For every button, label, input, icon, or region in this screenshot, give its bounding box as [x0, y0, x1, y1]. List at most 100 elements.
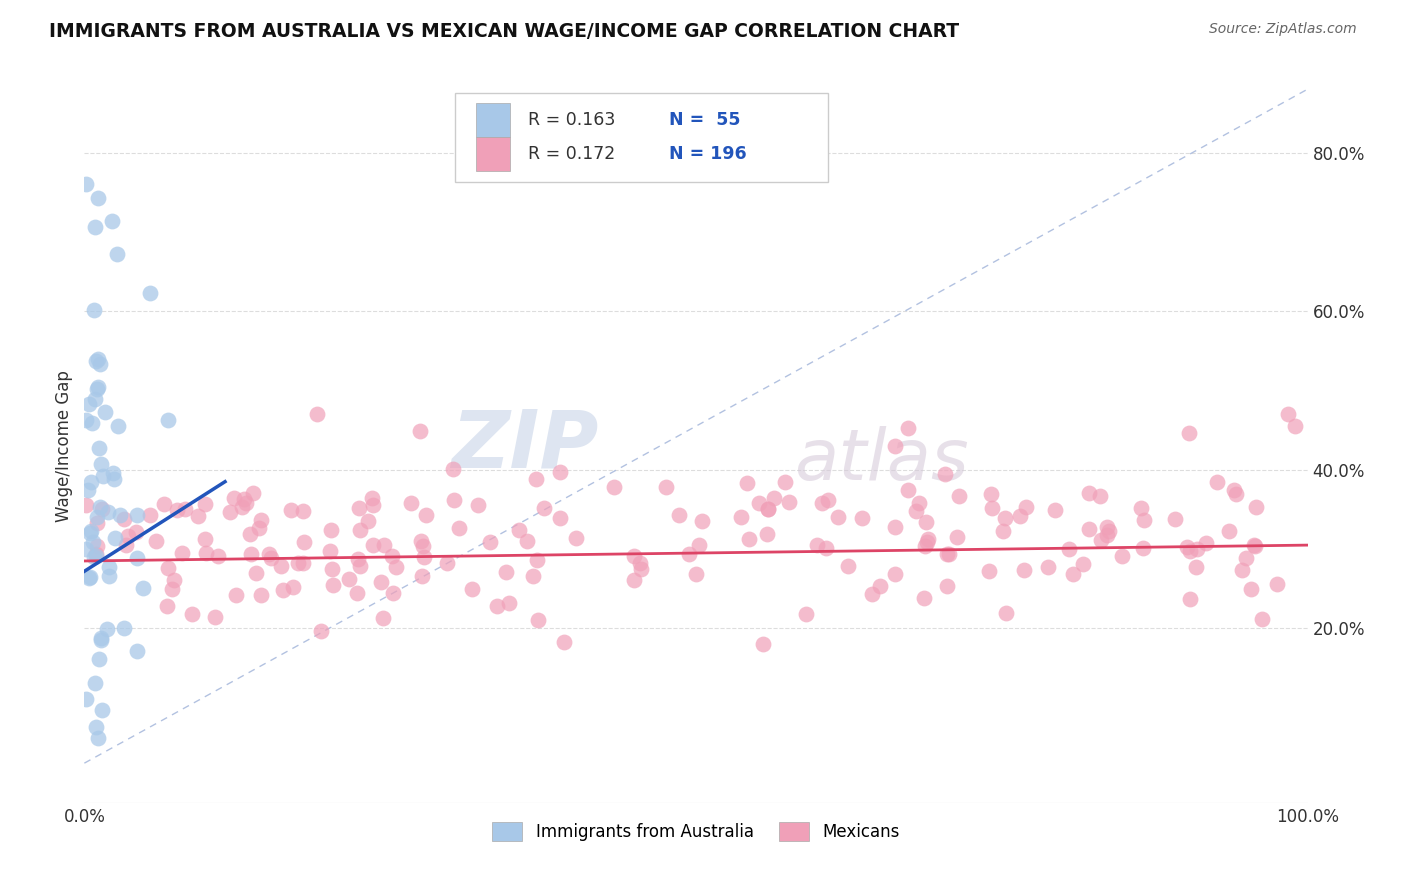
Point [271, 582, 294, 597]
Point [90, 502, 112, 516]
Point [309, 624, 332, 639]
Point [225, 588, 247, 602]
Point [235, 496, 257, 510]
Point [361, 538, 384, 552]
Point [994, 606, 1017, 620]
Point [1243, 538, 1265, 552]
Point [79, 570, 101, 584]
Point [93, 405, 115, 419]
Point [89, 357, 111, 371]
Point [321, 562, 343, 576]
Point [908, 496, 931, 510]
Point [443, 492, 465, 507]
Point [292, 556, 315, 570]
Legend: Immigrants from Australia, Mexicans: Immigrants from Australia, Mexicans [486, 815, 905, 848]
Point [1244, 500, 1267, 515]
Point [869, 579, 891, 593]
Point [287, 556, 309, 570]
Point [80, 475, 103, 490]
Point [145, 534, 167, 549]
Text: R = 0.163: R = 0.163 [529, 111, 616, 128]
Point [938, 547, 960, 561]
Point [125, 550, 148, 565]
Point [86, 382, 108, 396]
Point [415, 508, 437, 522]
Point [125, 525, 148, 540]
Point [90, 632, 112, 647]
Point [98, 569, 121, 583]
Point [412, 539, 434, 553]
Point [117, 529, 139, 543]
Point [280, 503, 302, 517]
Point [794, 607, 817, 622]
Point [84, 392, 107, 407]
Point [292, 504, 315, 518]
Point [762, 491, 785, 505]
Point [1175, 540, 1198, 554]
Point [778, 495, 800, 509]
Point [83, 549, 105, 564]
Point [250, 588, 273, 602]
Point [811, 496, 834, 510]
Point [370, 575, 392, 590]
Point [1277, 407, 1299, 421]
Point [245, 566, 267, 580]
Point [806, 538, 828, 552]
Point [108, 508, 131, 523]
Text: ZIP: ZIP [451, 407, 598, 485]
Point [242, 486, 264, 500]
Point [884, 566, 907, 581]
Point [897, 483, 920, 497]
Point [467, 498, 489, 512]
Point [912, 591, 935, 606]
Point [107, 419, 129, 434]
Point [1098, 524, 1121, 538]
Point [84, 547, 107, 561]
Point [533, 500, 555, 515]
FancyBboxPatch shape [456, 93, 828, 182]
Point [1077, 522, 1099, 536]
Point [381, 549, 404, 563]
Point [283, 580, 305, 594]
Point [373, 538, 395, 552]
Point [730, 509, 752, 524]
Point [89, 651, 111, 665]
Point [86, 731, 108, 745]
Point [1284, 419, 1306, 434]
Point [1243, 539, 1265, 553]
Point [756, 501, 779, 516]
Point [194, 497, 217, 511]
Point [851, 510, 873, 524]
Point [76, 483, 98, 497]
Point [162, 573, 184, 587]
Point [173, 502, 195, 516]
Point [101, 213, 124, 227]
Point [1206, 475, 1229, 490]
Point [357, 514, 380, 528]
Point [1015, 500, 1038, 514]
Point [527, 613, 550, 627]
Point [91, 469, 114, 483]
Point [337, 572, 360, 586]
Point [516, 533, 538, 548]
Point [250, 513, 273, 527]
Point [936, 547, 959, 561]
Point [411, 569, 433, 583]
Point [181, 607, 204, 621]
Point [115, 538, 138, 552]
Point [1230, 563, 1253, 577]
Point [1225, 487, 1247, 501]
Point [827, 510, 849, 524]
Point [408, 425, 430, 439]
Point [160, 582, 183, 596]
Point [685, 567, 707, 582]
Point [914, 540, 936, 554]
Point [1130, 501, 1153, 516]
Point [977, 565, 1000, 579]
Point [219, 505, 242, 519]
Point [347, 500, 370, 515]
Point [773, 475, 796, 489]
Point [508, 523, 530, 537]
Point [382, 586, 405, 600]
Point [89, 500, 111, 514]
